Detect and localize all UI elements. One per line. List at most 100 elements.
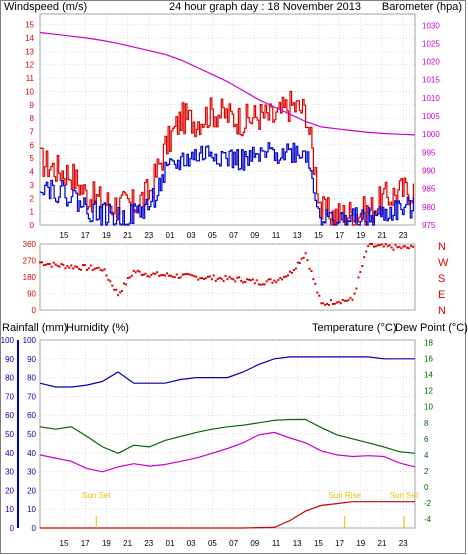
direction-point	[162, 274, 164, 277]
direction-point	[316, 291, 319, 294]
direction-point	[271, 281, 274, 284]
direction-point	[279, 277, 282, 279]
barometer-y-tick-label: 975	[422, 221, 436, 230]
temperature-y-tick-label: -4	[424, 515, 432, 524]
direction-point	[244, 281, 247, 283]
wind-y-tick-label: 4	[30, 168, 35, 177]
direction-point	[107, 278, 110, 281]
humidity-y-tick-label: 40	[27, 449, 36, 458]
direction-point	[82, 264, 84, 267]
direction-point	[46, 263, 49, 265]
direction-point	[89, 264, 92, 267]
x-tick-label-top: 07	[229, 231, 238, 240]
temperature-y-tick-label: 12	[424, 387, 433, 396]
direction-point	[95, 267, 98, 270]
direction-point	[222, 279, 225, 282]
barometer-line	[39, 31, 416, 136]
x-tick-label-bottom: 17	[81, 539, 90, 548]
barometer-y-tick-label: 1005	[422, 112, 440, 121]
x-tick-label-top: 23	[144, 231, 153, 240]
direction-point	[365, 250, 368, 253]
rain-y-tick-label: 70	[5, 392, 14, 401]
direction-point	[175, 273, 178, 276]
humidity-y-tick-label: 70	[27, 392, 36, 401]
direction-point	[349, 296, 352, 299]
humidity-axis-title: Humidity (%)	[66, 322, 129, 334]
direction-point	[144, 272, 147, 275]
direction-point	[52, 261, 55, 264]
direction-point	[216, 278, 219, 280]
direction-point	[396, 246, 399, 249]
direction-point	[138, 270, 141, 273]
direction-point	[238, 276, 241, 279]
x-tick-label-bottom: 15	[60, 539, 69, 548]
humidity-y-tick-label: 0	[32, 524, 37, 533]
direction-point	[333, 302, 336, 305]
direction-point	[251, 278, 254, 281]
direction-point	[275, 281, 278, 284]
direction-point	[404, 245, 407, 248]
direction-point	[70, 264, 73, 267]
direction-point	[390, 246, 393, 249]
direction-point	[287, 274, 289, 277]
x-tick-label-top: 17	[335, 231, 344, 240]
x-tick-label-bottom: 17	[335, 539, 344, 548]
direction-point	[54, 263, 57, 266]
wind-y-tick-label: 11	[26, 74, 35, 83]
direction-point	[357, 276, 360, 279]
direction-point	[291, 271, 293, 274]
direction-point	[173, 276, 176, 279]
direction-point	[132, 269, 135, 272]
direction-y-tick-label: 90	[27, 290, 36, 299]
direction-point	[374, 245, 377, 248]
direction-point	[218, 276, 221, 279]
direction-point	[39, 261, 41, 264]
direction-point	[304, 252, 307, 255]
direction-point	[242, 281, 245, 284]
direction-point	[109, 280, 112, 283]
barometer-y-tick-label: 1030	[422, 21, 440, 30]
direction-point	[378, 243, 381, 246]
wind-y-tick-label: 8	[30, 114, 35, 123]
direction-point	[60, 263, 63, 265]
direction-point	[160, 274, 163, 277]
direction-point	[376, 244, 379, 247]
wind-y-tick-label: 3	[30, 181, 35, 190]
temperature-line	[39, 418, 416, 454]
direction-point	[267, 278, 270, 281]
direction-point	[261, 283, 264, 286]
direction-point	[195, 275, 198, 278]
rain-y-tick-label: 50	[5, 430, 14, 439]
direction-point	[269, 278, 272, 281]
direction-point	[281, 278, 284, 281]
direction-point	[230, 277, 233, 280]
direction-point	[384, 243, 387, 246]
direction-point	[152, 272, 155, 275]
wind-y-tick-label: 5	[30, 154, 35, 163]
direction-point	[359, 271, 362, 273]
direction-point	[328, 304, 331, 306]
x-tick-label-top: 09	[250, 231, 259, 240]
barometer-y-tick-label: 1020	[422, 58, 440, 67]
direction-point	[400, 247, 403, 250]
direction-point	[273, 279, 276, 282]
direction-point	[201, 277, 204, 280]
direction-point	[183, 273, 186, 276]
x-tick-label-bottom: 21	[123, 539, 132, 548]
direction-point	[154, 272, 157, 275]
direction-point	[402, 245, 405, 248]
direction-point	[167, 274, 170, 277]
humidity-y-tick-label: 10	[27, 505, 36, 514]
direction-point	[197, 278, 200, 281]
direction-point	[130, 274, 133, 277]
direction-point	[126, 277, 129, 279]
direction-point	[232, 278, 235, 281]
direction-point	[62, 263, 65, 266]
direction-point	[392, 248, 395, 251]
direction-point	[80, 268, 82, 271]
direction-point	[283, 275, 286, 278]
direction-point	[41, 261, 43, 264]
wind-y-tick-label: 13	[25, 47, 34, 56]
direction-point	[253, 282, 256, 285]
direction-point	[257, 283, 260, 286]
